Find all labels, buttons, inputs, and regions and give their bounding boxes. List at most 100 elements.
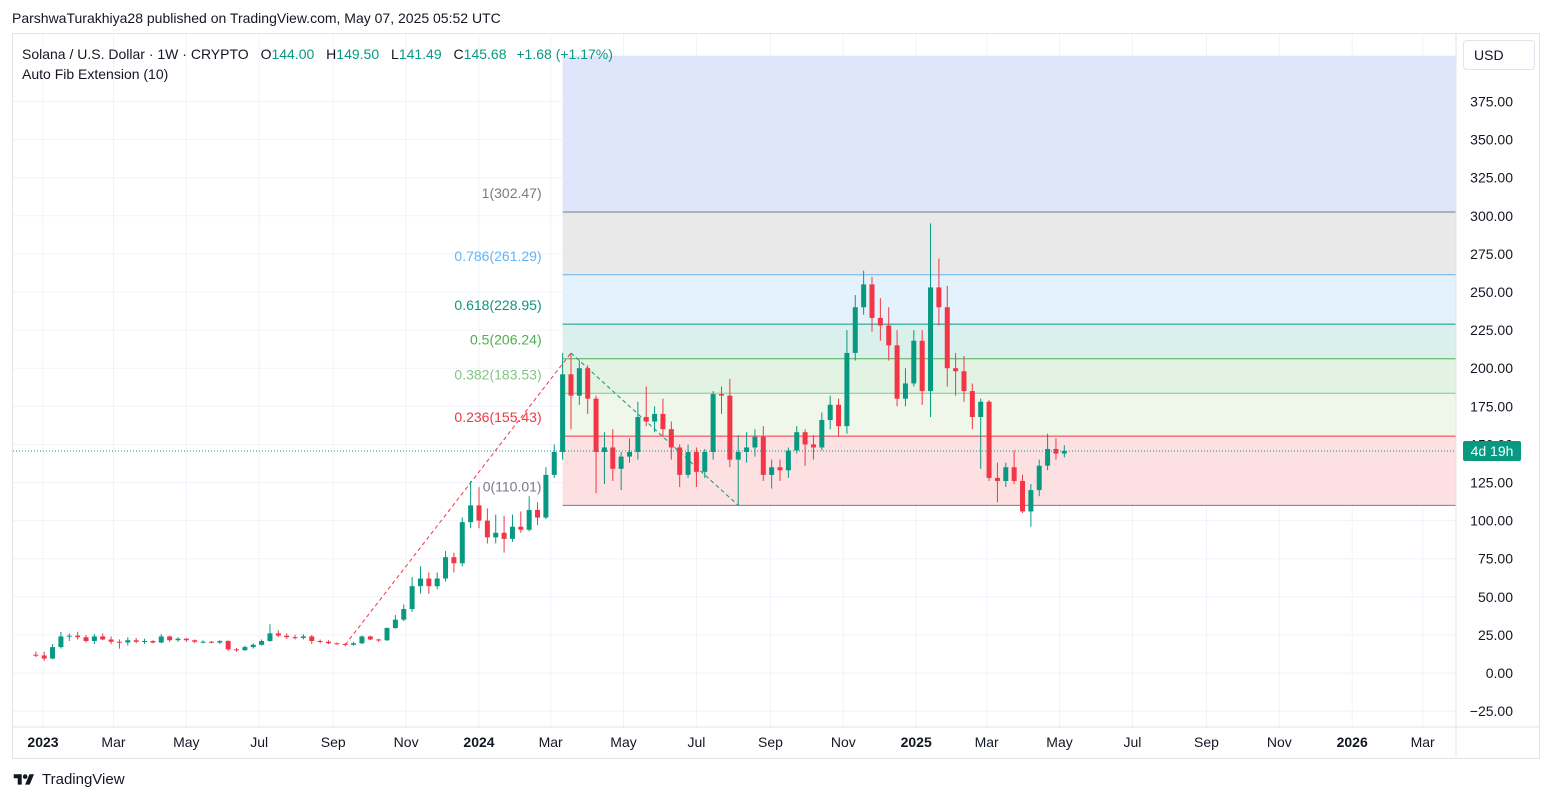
candle-down[interactable]	[718, 394, 724, 396]
candle-up[interactable]	[794, 432, 800, 451]
candle-down[interactable]	[535, 509, 541, 518]
indicator-label[interactable]: Auto Fib Extension (10)	[22, 66, 169, 82]
candle-down[interactable]	[760, 436, 766, 475]
candle-down[interactable]	[802, 432, 808, 445]
candle-up[interactable]	[576, 368, 582, 396]
candle-down[interactable]	[476, 505, 482, 521]
candle-up[interactable]	[91, 636, 97, 641]
candle-down[interactable]	[41, 655, 47, 659]
candle-down[interactable]	[83, 637, 89, 641]
candle-down[interactable]	[836, 404, 842, 427]
candle-up[interactable]	[351, 643, 357, 645]
candle-up[interactable]	[493, 532, 499, 538]
candle-up[interactable]	[409, 586, 415, 609]
candle-up[interactable]	[710, 394, 716, 453]
candle-down[interactable]	[568, 374, 574, 396]
candle-up[interactable]	[1061, 450, 1067, 454]
candle-down[interactable]	[518, 526, 524, 530]
candle-down[interactable]	[994, 477, 1000, 481]
candle-up[interactable]	[259, 640, 265, 645]
candle-down[interactable]	[877, 317, 883, 326]
candle-up[interactable]	[819, 420, 825, 448]
candle-down[interactable]	[334, 643, 340, 645]
candle-down[interactable]	[108, 639, 114, 642]
candle-up[interactable]	[769, 467, 775, 475]
candle-down[interactable]	[677, 447, 683, 475]
candle-down[interactable]	[944, 307, 950, 369]
candle-up[interactable]	[1036, 465, 1042, 491]
candle-up[interactable]	[468, 505, 474, 523]
candle-up[interactable]	[560, 374, 566, 453]
candle-up[interactable]	[300, 636, 306, 638]
candle-down[interactable]	[208, 641, 214, 643]
candle-down[interactable]	[869, 284, 875, 318]
candle-down[interactable]	[183, 638, 189, 641]
candle-down[interactable]	[1011, 467, 1017, 481]
candle-up[interactable]	[744, 447, 750, 453]
candle-down[interactable]	[660, 413, 666, 430]
candle-down[interactable]	[1053, 448, 1059, 454]
candle-up[interactable]	[601, 447, 607, 453]
footer-brand[interactable]: TradingView	[12, 771, 125, 788]
candle-up[interactable]	[267, 633, 273, 641]
candle-down[interactable]	[810, 444, 816, 448]
candle-up[interactable]	[1028, 490, 1034, 512]
candle-down[interactable]	[727, 395, 733, 460]
candle-up[interactable]	[785, 450, 791, 471]
symbol-title[interactable]: Solana / U.S. Dollar · 1W · CRYPTO	[22, 46, 249, 62]
candle-down[interactable]	[192, 640, 198, 642]
candle-up[interactable]	[702, 452, 708, 472]
candle-up[interactable]	[652, 413, 658, 422]
candle-up[interactable]	[551, 452, 557, 475]
candle-up[interactable]	[635, 416, 641, 453]
candle-down[interactable]	[309, 636, 315, 641]
candle-down[interactable]	[643, 416, 649, 422]
candle-down[interactable]	[585, 368, 591, 399]
candle-down[interactable]	[33, 654, 39, 656]
candle-up[interactable]	[459, 522, 465, 564]
candle-down[interactable]	[501, 532, 507, 539]
candle-down[interactable]	[986, 401, 992, 478]
candle-down[interactable]	[133, 640, 139, 642]
candle-up[interactable]	[752, 436, 758, 448]
currency-button[interactable]: USD	[1463, 40, 1535, 70]
candle-down[interactable]	[936, 287, 942, 308]
candle-down[interactable]	[961, 371, 967, 392]
candle-up[interactable]	[142, 640, 148, 642]
candle-down[interactable]	[610, 447, 616, 469]
candle-down[interactable]	[116, 641, 122, 643]
candle-up[interactable]	[861, 284, 867, 308]
candle-down[interactable]	[100, 636, 106, 640]
candle-down[interactable]	[919, 340, 925, 392]
candle-down[interactable]	[484, 520, 490, 538]
candle-down[interactable]	[668, 429, 674, 448]
candle-down[interactable]	[426, 578, 432, 587]
candle-up[interactable]	[401, 608, 407, 620]
candle-up[interactable]	[735, 452, 741, 460]
candle-up[interactable]	[58, 636, 64, 648]
candle-down[interactable]	[777, 467, 783, 471]
candle-up[interactable]	[417, 578, 423, 587]
candle-up[interactable]	[928, 287, 934, 392]
candle-up[interactable]	[175, 638, 181, 641]
candle-down[interactable]	[325, 641, 331, 644]
candle-up[interactable]	[434, 578, 440, 587]
candle-up[interactable]	[685, 452, 691, 475]
candle-down[interactable]	[75, 635, 81, 638]
candle-up[interactable]	[543, 474, 549, 518]
candle-up[interactable]	[50, 647, 56, 659]
candle-down[interactable]	[1020, 480, 1026, 512]
candle-up[interactable]	[852, 307, 858, 353]
candle-down[interactable]	[451, 557, 457, 564]
candle-down[interactable]	[234, 649, 240, 651]
candle-down[interactable]	[225, 640, 231, 650]
candle-up[interactable]	[627, 452, 633, 457]
candle-up[interactable]	[66, 635, 72, 637]
candle-down[interactable]	[693, 452, 699, 472]
candle-up[interactable]	[1003, 467, 1009, 481]
candle-up[interactable]	[250, 644, 256, 648]
candle-down[interactable]	[376, 639, 382, 641]
candle-up[interactable]	[125, 640, 131, 643]
candle-down[interactable]	[342, 644, 348, 646]
